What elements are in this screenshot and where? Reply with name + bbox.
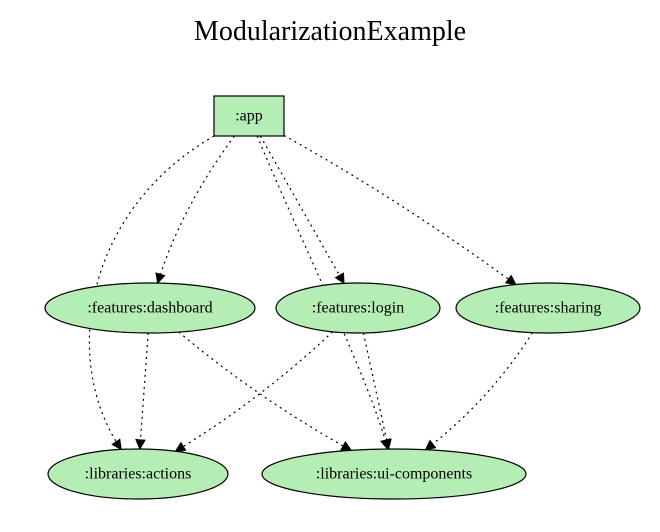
edge-app-sharing [284,135,516,284]
diagram-canvas: :app :features:dashboard :features:login :f… [0,0,660,532]
node-label-app: :app [235,108,263,125]
nodes-layer: :app :features:dashboard :features:login :f… [45,96,640,499]
node-dashboard: :features:dashboard [45,283,255,333]
node-login: :features:login [276,283,440,333]
node-actions: :libraries:actions [48,449,228,499]
edge-login-actions [175,332,332,451]
edge-app-dashboard [158,136,235,283]
node-uicomp: :libraries:ui-components [262,449,526,499]
node-label-uicomp: :libraries:ui-components [316,466,472,483]
node-label-dashboard: :features:dashboard [87,300,212,317]
edge-sharing-uicomp [425,333,532,450]
edge-dashboard-actions [140,333,148,449]
edge-login-uicomp [363,333,388,449]
node-label-login: :features:login [312,300,404,317]
node-app: :app [214,96,284,136]
node-label-sharing: :features:sharing [495,300,602,317]
edge-app-login [260,136,344,283]
node-label-actions: :libraries:actions [85,466,192,483]
node-sharing: :features:sharing [456,283,640,333]
